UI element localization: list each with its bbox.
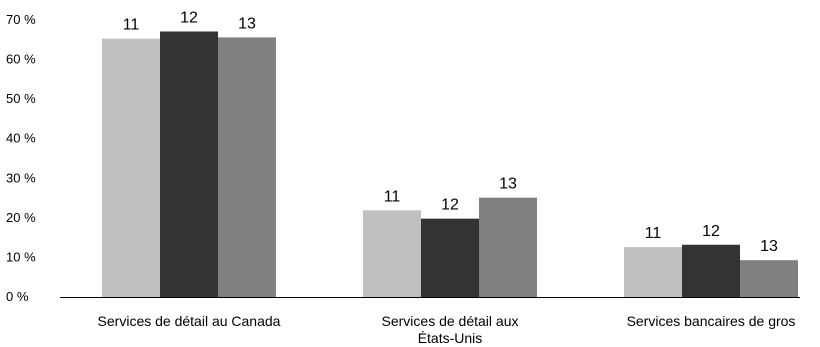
bar [102, 38, 160, 297]
y-tick-label: 20 % [6, 210, 36, 225]
bar [363, 210, 421, 297]
y-tick-label: 60 % [6, 52, 36, 67]
bar-data-label: 11 [384, 188, 401, 205]
bar-data-label: 11 [645, 225, 662, 242]
y-tick-label: 40 % [6, 131, 36, 146]
y-tick-label: 0 % [6, 289, 29, 304]
bar [624, 247, 682, 297]
bar [740, 260, 798, 297]
y-tick-label: 70 % [6, 12, 36, 27]
x-axis: Services de détail au Canada Services de … [60, 297, 800, 346]
x-category-label: Services bancaires de gros [627, 313, 796, 329]
bar-data-label: 13 [499, 176, 517, 193]
bar-data-label: 12 [180, 9, 198, 26]
bar-data-label: 13 [238, 15, 256, 32]
y-tick-label: 10 % [6, 249, 36, 264]
x-category-label: Services de détail aux États-Unis [382, 313, 519, 346]
bar-data-label: 11 [123, 17, 140, 34]
x-category-label: Services de détail au Canada [98, 313, 281, 329]
bar-data-label: 12 [702, 223, 720, 240]
bars: 11 12 13 11 12 13 11 12 13 [102, 9, 798, 298]
y-tick-label: 30 % [6, 170, 36, 185]
y-axis: 0 % 10 % 20 % 30 % 40 % 50 % 60 % 70 % [6, 12, 36, 304]
bar [682, 244, 740, 297]
bar-data-label: 13 [760, 238, 778, 255]
bar [479, 197, 537, 297]
bar [160, 31, 218, 298]
bar [421, 218, 479, 297]
bar-data-label: 12 [441, 197, 459, 214]
y-tick-label: 50 % [6, 91, 36, 106]
bar [218, 37, 276, 297]
